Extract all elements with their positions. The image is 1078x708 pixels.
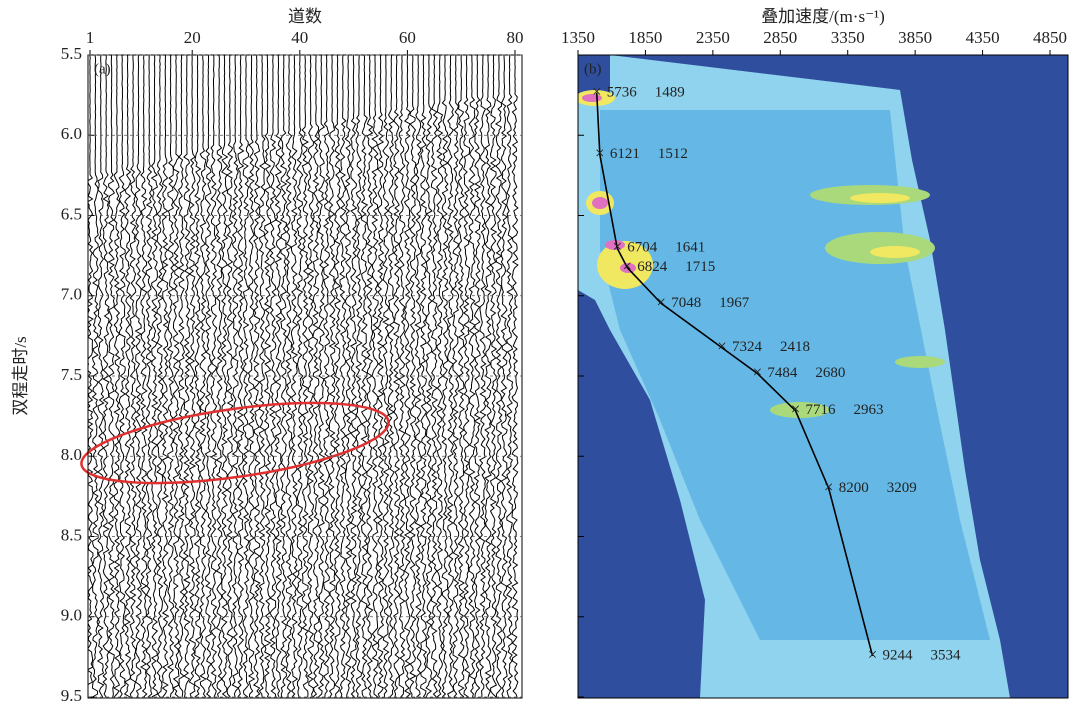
pick-time-label: 7048 xyxy=(671,295,701,311)
pick-marker: × xyxy=(753,362,763,381)
y-axis-label: 双程走时/s xyxy=(11,336,30,415)
pick-velocity-label: 3209 xyxy=(887,480,917,496)
highlight-ellipse xyxy=(77,388,393,498)
y-tick-label: 5.5 xyxy=(61,44,82,63)
pick-marker: × xyxy=(791,400,801,419)
pick-time-label: 5736 xyxy=(607,84,638,100)
pick-time-label: 7484 xyxy=(767,365,798,381)
pick-velocity-label: 2418 xyxy=(780,339,810,355)
y-tick-label: 6.0 xyxy=(61,124,82,143)
pick-time-label: 6824 xyxy=(637,259,668,275)
y-tick-label: 9.5 xyxy=(61,686,82,703)
pick-marker: × xyxy=(717,337,727,356)
x-tick-label: 1 xyxy=(86,28,95,47)
panel-label: (b) xyxy=(584,61,602,77)
y-tick-label: 8.0 xyxy=(61,445,82,464)
pick-velocity-label: 1512 xyxy=(658,146,688,162)
pick-marker: × xyxy=(592,82,602,101)
panel-label: (a) xyxy=(94,61,111,77)
pick-time-label: 6121 xyxy=(610,146,640,162)
x-tick-label: 2850 xyxy=(763,28,797,47)
seismic-traces xyxy=(87,55,518,697)
pick-velocity-label: 1715 xyxy=(685,259,715,275)
pick-velocity-label: 1641 xyxy=(675,240,705,256)
x-axis-label: 叠加速度/(m·s⁻¹) xyxy=(761,7,885,26)
x-tick-label: 80 xyxy=(507,28,524,47)
pick-time-label: 7716 xyxy=(806,402,837,418)
pick-velocity-label: 2963 xyxy=(854,402,884,418)
pick-time-label: 9244 xyxy=(883,647,914,663)
x-tick-label: 3350 xyxy=(831,28,865,47)
y-tick-label: 6.5 xyxy=(61,204,82,223)
pick-time-label: 7324 xyxy=(732,339,763,355)
x-axis-label: 道数 xyxy=(288,7,322,26)
y-tick-label: 9.0 xyxy=(61,606,82,625)
figure: 道数 双程走时/s (a) 叠加速度/(m·s⁻¹) (b) 1 20 40 60 80… xyxy=(0,0,1078,703)
x-tick-label: 4350 xyxy=(966,28,1000,47)
x-tick-label: 4850 xyxy=(1033,28,1067,47)
pick-marker: × xyxy=(656,292,666,311)
pick-marker: × xyxy=(622,256,632,275)
pick-velocity-label: 3534 xyxy=(931,647,962,663)
pick-time-label: 6704 xyxy=(627,240,658,256)
x-tick-label: 3850 xyxy=(898,28,932,47)
pick-marker: × xyxy=(595,144,605,163)
pick-time-label: 8200 xyxy=(839,480,869,496)
y-tick-label: 7.5 xyxy=(61,365,82,384)
pick-marker: × xyxy=(612,237,622,256)
x-tick-label: 1350 xyxy=(561,28,595,47)
pick-marker: × xyxy=(824,477,834,496)
x-tick-label: 20 xyxy=(184,28,201,47)
y-tick-label: 7.0 xyxy=(61,285,82,304)
pick-velocity-label: 1489 xyxy=(655,84,685,100)
x-tick-label: 60 xyxy=(399,28,416,47)
y-tick-label: 8.5 xyxy=(61,525,82,544)
x-tick-label: 1850 xyxy=(628,28,662,47)
x-tick-label: 2350 xyxy=(696,28,730,47)
x-tick-label: 40 xyxy=(291,28,308,47)
pick-velocity-label: 1967 xyxy=(719,295,750,311)
pick-velocity-label: 2680 xyxy=(815,365,845,381)
pick-marker: × xyxy=(868,645,878,664)
